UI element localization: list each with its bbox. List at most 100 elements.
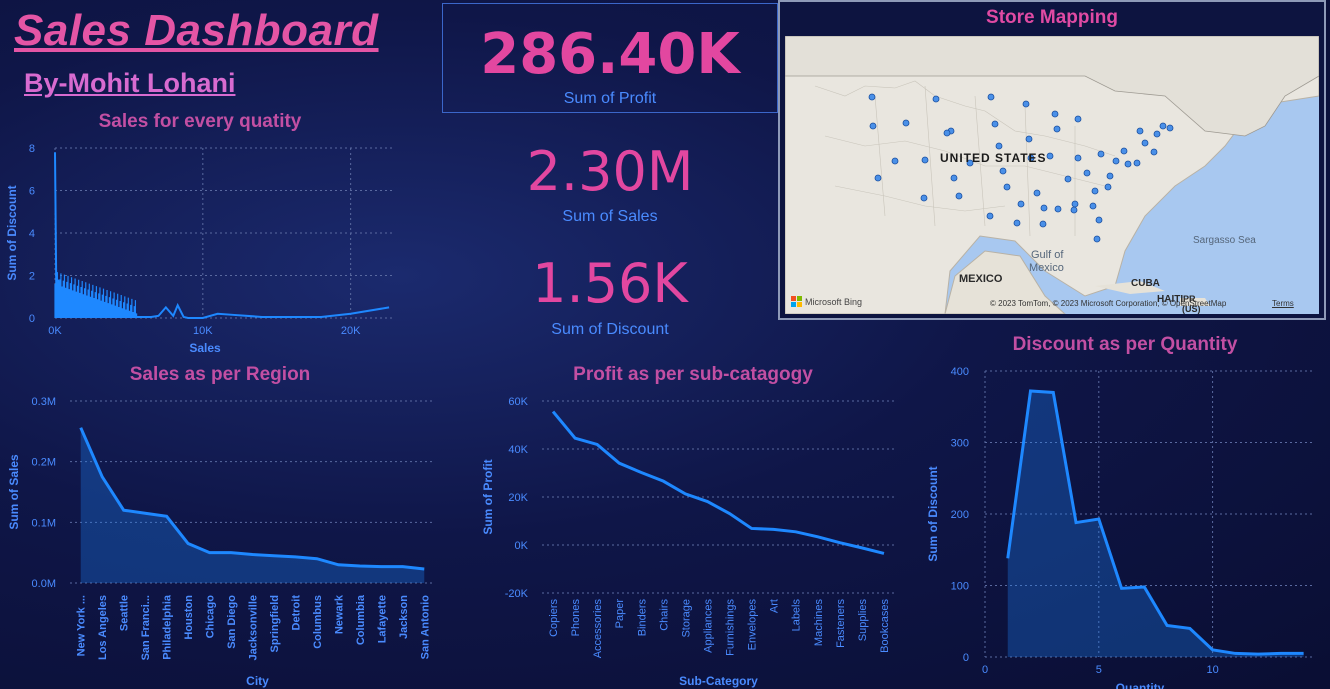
map-label-haiti: HAITI	[1157, 294, 1184, 305]
x-tick-label: Philadelphia	[162, 594, 174, 660]
y-tick-label: 6	[29, 186, 35, 198]
map-label-country: UNITED STATES	[940, 151, 1047, 165]
sales-region-chart[interactable]: 0.0M 0.1M 0.2M 0.3M New York ... Los Angeles S…	[0, 385, 450, 689]
x-tick-label: Appliances	[702, 599, 714, 653]
x-tick-label: Bookcases	[879, 599, 891, 653]
y-tick-label: 2	[29, 271, 35, 283]
kpi-sales-label: Sum of Sales	[562, 208, 658, 225]
x-tick-label: San Diego	[226, 595, 238, 649]
x-tick-label: 0	[982, 664, 988, 676]
x-tick-label: Machines	[813, 599, 825, 647]
x-tick-label: Storage	[680, 599, 692, 638]
series-line	[54, 152, 390, 319]
x-tick-label: Accessories	[592, 599, 604, 659]
x-tick-label: Columbus	[312, 595, 324, 649]
discount-quantity-chart[interactable]: 0 100 200 300 400 0 5 10 Quantity Sum of Discount	[915, 355, 1330, 689]
x-tick-label: Envelopes	[747, 599, 759, 651]
x-tick-label: Art	[769, 599, 781, 613]
map-attribution[interactable]: © 2023 TomTom, © 2023 Microsoft Corporat…	[990, 299, 1227, 308]
x-tick-label: Supplies	[857, 599, 869, 642]
map-terms-link[interactable]: Terms	[1272, 299, 1294, 308]
y-tick-label: 4	[29, 228, 35, 240]
kpi-discount-value: 1.56K	[532, 252, 688, 315]
y-tick-label: 300	[951, 438, 969, 450]
x-tick-label: Chicago	[205, 595, 217, 639]
series-spikes	[54, 272, 138, 318]
map-label-gulf-2: Mexico	[1029, 262, 1064, 274]
x-tick-label: Copiers	[548, 599, 560, 637]
x-tick-label: Houston	[183, 595, 195, 640]
x-tick-label: Detroit	[290, 595, 302, 631]
x-tick-label: Jacksonville	[248, 595, 260, 660]
x-tick-label: Chairs	[658, 599, 670, 631]
x-tick-label: Newark	[333, 594, 345, 634]
y-tick-label: 0.2M	[32, 457, 56, 469]
x-tick-label: Springfield	[269, 595, 281, 652]
microsoft-logo-icon	[791, 296, 802, 307]
x-tick-label: Fasteners	[835, 599, 847, 648]
x-tick-label: Furnishings	[725, 599, 737, 656]
profit-subcategory-chart[interactable]: -20K 0K 20K 40K 60K Copiers Phones Accessories P…	[470, 385, 915, 689]
author-label: By-Mohit Lohani	[24, 68, 236, 98]
x-tick-label: Columbia	[355, 594, 367, 645]
series-line	[1006, 389, 1304, 656]
store-markers	[868, 93, 1174, 243]
y-tick-label: 200	[951, 509, 969, 521]
y-tick-label: 0.0M	[32, 578, 56, 590]
map-label-pr: PR	[1183, 294, 1196, 304]
kpi-profit-label: Sum of Profit	[563, 90, 657, 107]
x-tick-label: San Franci...	[140, 595, 152, 660]
y-tick-label: 60K	[508, 396, 528, 408]
dashboard-title: Sales Dashboard	[14, 6, 379, 55]
x-axis-title: Sub-Category	[679, 674, 758, 688]
kpi-profit-value: 286.40K	[480, 22, 740, 87]
x-axis-title: City	[246, 674, 269, 688]
map-canvas[interactable]	[785, 36, 1319, 314]
bing-brand-label: Microsoft Bing	[805, 296, 863, 307]
x-axis-title: Sales	[189, 341, 221, 355]
y-tick-label: 20K	[508, 492, 528, 504]
y-tick-label: 0	[963, 652, 969, 664]
sales-discount-chart[interactable]: 0 2 4 6 8 0K 10K 20K Sales Sum of Discount	[0, 132, 420, 357]
x-tick-label: Los Angeles	[97, 595, 109, 660]
chart2-title: Sales as per Region	[129, 364, 311, 385]
y-axis-title: Sum of Profit	[481, 459, 495, 534]
y-axis-title: Sum of Discount	[5, 185, 19, 280]
kpi-card-profit[interactable]	[442, 3, 778, 113]
y-tick-label: 0K	[515, 540, 529, 552]
series-area	[80, 427, 425, 583]
series-line	[551, 410, 885, 555]
map-label-gulf-1: Gulf of	[1031, 249, 1064, 261]
y-tick-label: 400	[951, 366, 969, 378]
x-tick-label: 10K	[193, 325, 213, 337]
y-tick-label: 8	[29, 143, 35, 155]
y-tick-label: 100	[951, 581, 969, 593]
x-tick-label: Binders	[636, 599, 648, 637]
store-map[interactable]: UNITED STATES MEXICO Gulf of Mexico CUBA…	[785, 36, 1319, 314]
series-line	[79, 427, 425, 571]
x-tick-label: 0K	[48, 325, 62, 337]
x-tick-label: Phones	[570, 599, 582, 637]
x-tick-label: Seattle	[119, 595, 131, 631]
x-tick-label: San Antonio	[419, 595, 431, 660]
y-tick-label: -20K	[505, 588, 529, 600]
x-tick-label: 20K	[341, 325, 361, 337]
map-label-us: (US)	[1182, 304, 1201, 314]
store-map-visual[interactable]: Store Mapping	[778, 0, 1326, 320]
x-tick-label: 5	[1096, 664, 1102, 676]
y-tick-label: 0.1M	[32, 517, 56, 529]
kpi-discount-label: Sum of Discount	[551, 321, 669, 338]
bing-logo: Microsoft Bing	[791, 296, 862, 307]
y-axis-title: Sum of Discount	[926, 466, 940, 561]
chart1-title: Sales for every quatity	[98, 111, 302, 132]
y-tick-label: 40K	[508, 444, 528, 456]
chart3-title: Profit as per sub-catagogy	[573, 364, 813, 385]
chart4-title: Discount as per Quantity	[1012, 334, 1238, 355]
map-label-sargasso: Sargasso Sea	[1193, 235, 1256, 246]
kpi-sales-value: 2.30M	[526, 140, 694, 203]
x-tick-label: Lafayette	[376, 595, 388, 643]
x-tick-label: New York ...	[76, 595, 88, 656]
series-area	[1007, 391, 1304, 657]
x-tick-label: Paper	[614, 599, 626, 629]
x-tick-label: 10	[1206, 664, 1218, 676]
